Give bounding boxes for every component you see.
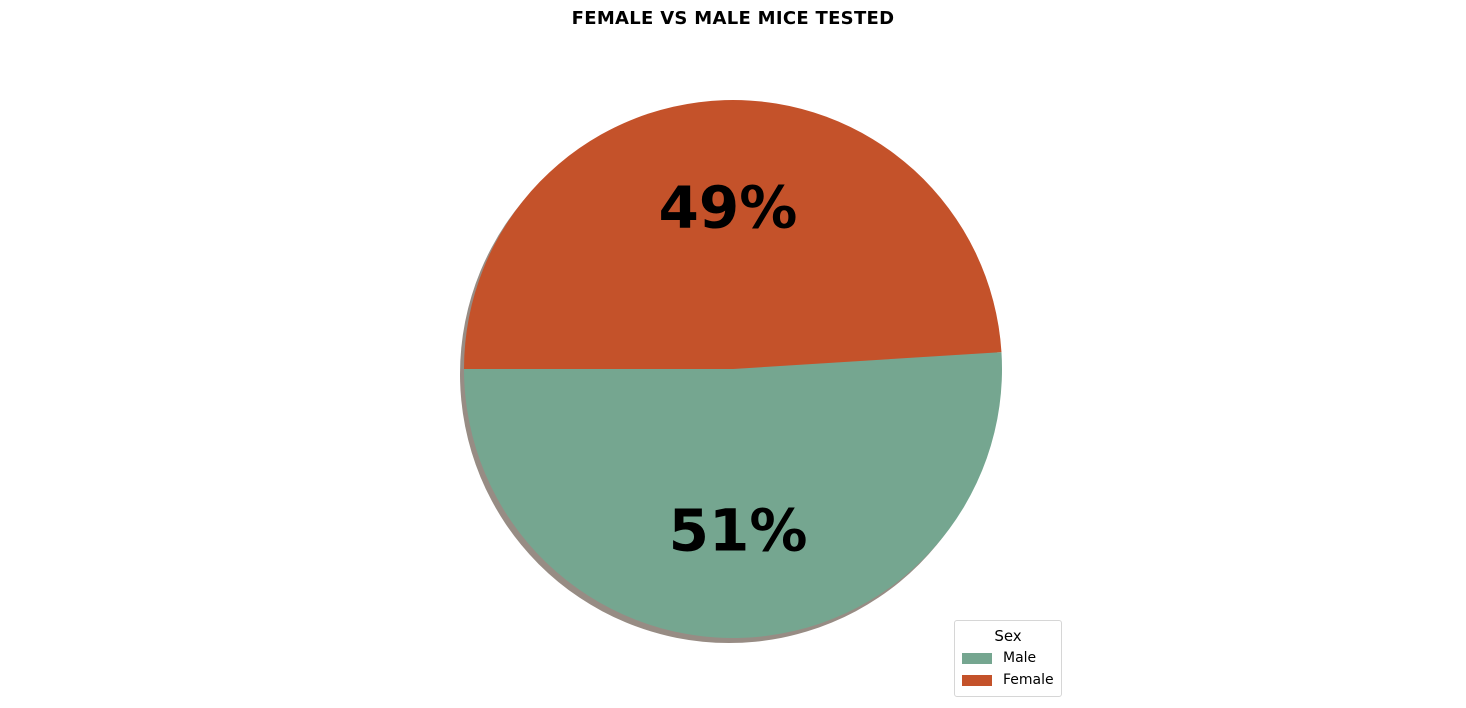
pie-slice-male (464, 352, 1002, 639)
chart-title: FEMALE VS MALE MICE TESTED (571, 8, 895, 29)
legend-label-male: Male (1003, 650, 1037, 666)
pie-label-female: 49% (659, 174, 798, 242)
legend-title: Sex (994, 627, 1022, 645)
pie-label-male: 51% (669, 496, 808, 564)
pie-slice-female (464, 100, 1002, 369)
legend: Sex Male Female (954, 620, 1062, 697)
legend-item-male: Male (962, 649, 1061, 667)
legend-swatch-female (962, 674, 992, 686)
legend-item-female: Female (962, 671, 1061, 689)
legend-swatch-male (962, 652, 992, 664)
legend-label-female: Female (1003, 672, 1054, 688)
